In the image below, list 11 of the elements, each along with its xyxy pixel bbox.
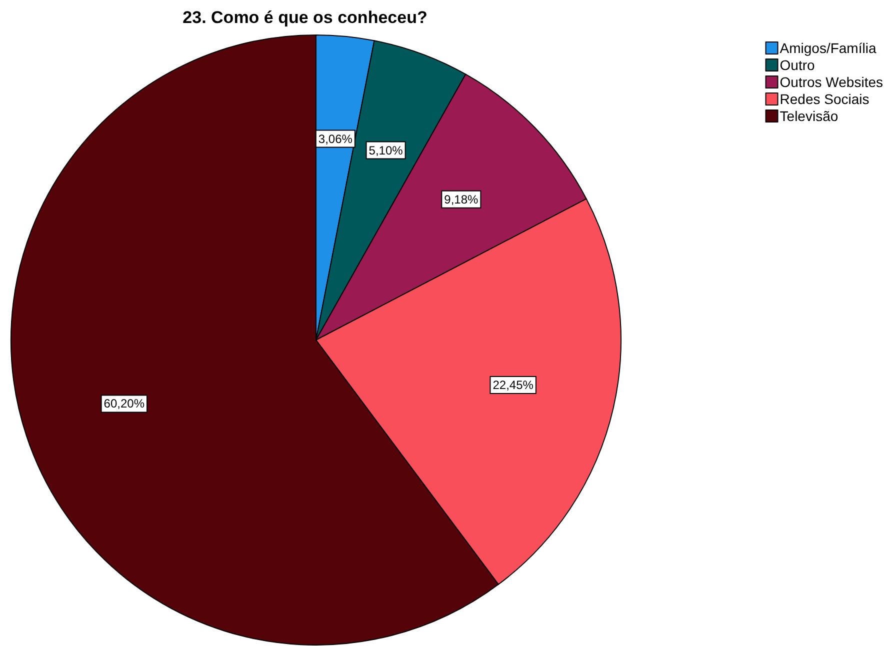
- data-label: 3,06%: [318, 132, 353, 146]
- legend-label: Amigos/Família: [780, 40, 876, 56]
- data-label: 60,20%: [104, 396, 145, 411]
- legend-label: Outros Websites: [780, 74, 884, 90]
- data-label: 22,45%: [492, 378, 534, 392]
- legend-label: Televisão: [780, 108, 838, 124]
- legend-label: Outro: [780, 57, 816, 73]
- legend-label: Redes Sociais: [780, 91, 870, 107]
- data-label: 9,18%: [444, 192, 479, 206]
- chart-title: 23. Como é que os conheceu?: [182, 8, 428, 27]
- data-label: 5,10%: [368, 143, 404, 158]
